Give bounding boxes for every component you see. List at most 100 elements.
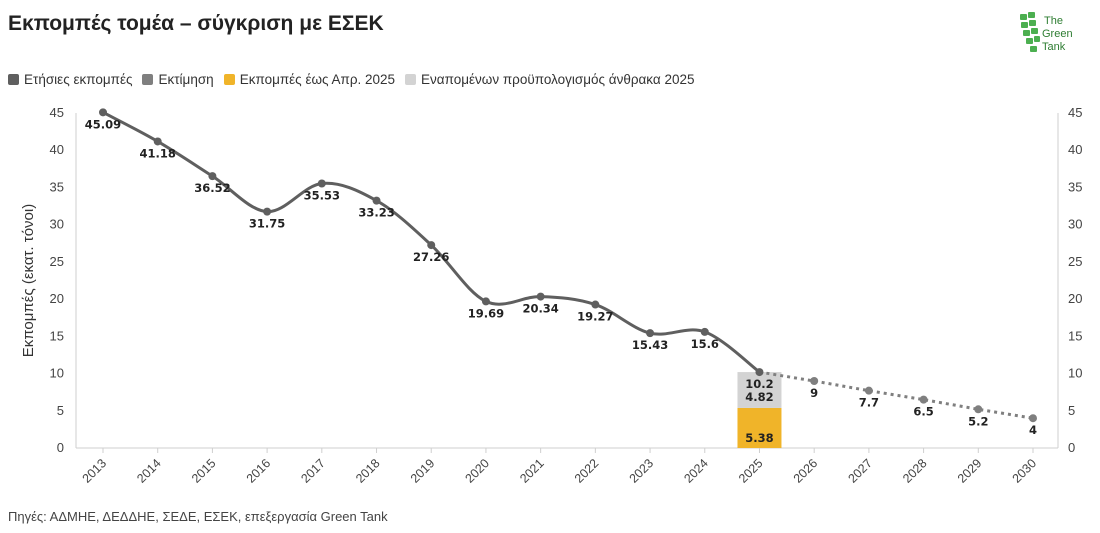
- series-line-estimate: [759, 370, 1034, 420]
- data-label: 6.5: [913, 405, 933, 419]
- data-point-annual: [481, 297, 490, 306]
- data-point-estimate: [1029, 414, 1037, 423]
- legend-item-remaining-budget[interactable]: Εναπομένων προϋπολογισμός άνθρακα 2025: [405, 72, 694, 87]
- data-label: 4: [1029, 423, 1037, 437]
- x-tick-label: 2015: [189, 456, 219, 486]
- data-label: 31.75: [249, 217, 285, 231]
- data-label: 15.6: [691, 337, 719, 351]
- y-tick-label-left: 0: [57, 440, 64, 455]
- data-point-estimate: [974, 405, 983, 414]
- data-label: 45.09: [85, 117, 121, 131]
- x-tick-label: 2017: [298, 456, 328, 486]
- data-label: 10.2: [745, 377, 773, 391]
- legend: Ετήσιες εκπομπές Εκτίμηση Εκπομπές έως Α…: [8, 72, 694, 87]
- legend-item-estimate[interactable]: Εκτίμηση: [142, 72, 214, 87]
- y-tick-label-left: 15: [50, 328, 64, 343]
- source-note: Πηγές: ΑΔΜΗΕ, ΔΕΔΔΗΕ, ΣΕΔΕ, ΕΣΕΚ, επεξερ…: [8, 509, 388, 524]
- y-tick-label-right: 30: [1068, 217, 1082, 232]
- data-point-annual: [536, 292, 545, 301]
- data-point-annual: [700, 327, 709, 336]
- x-tick-label: 2030: [1010, 456, 1040, 486]
- logo-text-3: Tank: [1042, 41, 1066, 53]
- data-point-annual: [99, 108, 107, 117]
- data-point-annual: [208, 172, 217, 181]
- legend-swatch: [405, 74, 417, 85]
- data-label: 7.7: [859, 396, 879, 410]
- data-point-annual: [263, 207, 272, 216]
- x-tick-label: 2024: [681, 456, 711, 486]
- y-tick-label-right: 35: [1068, 179, 1082, 194]
- y-tick-label-left: 35: [50, 179, 64, 194]
- data-label: 27.26: [413, 250, 449, 264]
- y-tick-label-left: 30: [50, 217, 64, 232]
- data-label: 35.53: [304, 188, 340, 202]
- legend-swatch: [142, 74, 154, 85]
- bar-label-remaining: 4.82: [745, 390, 773, 404]
- data-label: 5.2: [968, 414, 988, 428]
- y-tick-label-right: 45: [1068, 105, 1082, 120]
- data-label: 19.27: [577, 310, 613, 324]
- y-tick-label-right: 15: [1068, 328, 1082, 343]
- y-tick-label-right: 20: [1068, 291, 1082, 306]
- leaf-icon: The Green Tank: [1020, 12, 1073, 53]
- legend-item-annual[interactable]: Ετήσιες εκπομπές: [8, 72, 132, 87]
- y-tick-label-right: 10: [1068, 366, 1082, 381]
- x-tick-label: 2018: [353, 456, 383, 486]
- logo-text-1: The: [1044, 15, 1063, 27]
- data-point-annual: [317, 179, 326, 188]
- y-axis-title: Εκπομπές (εκατ. τόνοι): [20, 204, 37, 357]
- x-tick-label: 2023: [627, 456, 657, 486]
- data-label: 41.18: [140, 146, 176, 160]
- y-tick-label-left: 40: [50, 142, 64, 157]
- x-tick-label: 2022: [572, 456, 602, 486]
- data-label: 9: [810, 386, 818, 400]
- data-label: 36.52: [194, 181, 230, 195]
- data-label: 15.43: [632, 338, 668, 352]
- logo-text-2: Green: [1042, 28, 1073, 40]
- chart-title: Εκπομπές τομέα – σύγκριση με ΕΣΕΚ: [8, 12, 384, 35]
- x-tick-label: 2014: [134, 456, 164, 486]
- legend-item-emissions-apr[interactable]: Εκπομπές έως Απρ. 2025: [223, 72, 396, 87]
- x-tick-label: 2016: [244, 456, 274, 486]
- x-tick-label: 2021: [517, 456, 547, 486]
- x-tick-label: 2013: [80, 456, 110, 486]
- data-point-annual: [755, 368, 764, 377]
- data-label: 19.69: [468, 306, 504, 320]
- data-point-annual: [427, 241, 436, 250]
- legend-label: Εκτίμηση: [158, 72, 214, 87]
- legend-label: Ετήσιες εκπομπές: [24, 72, 133, 87]
- y-tick-label-right: 40: [1068, 142, 1082, 157]
- y-tick-label-left: 20: [50, 291, 64, 306]
- x-tick-label: 2027: [845, 456, 875, 486]
- legend-label: Εκπομπές έως Απρ. 2025: [239, 72, 396, 87]
- legend-swatch: [8, 74, 19, 85]
- x-tick-label: 2020: [462, 456, 492, 486]
- data-label: 20.34: [522, 302, 558, 316]
- bar-label-emissions: 5.38: [745, 431, 773, 445]
- data-label: 33.23: [358, 206, 394, 220]
- legend-label: Εναπομένων προϋπολογισμός άνθρακα 2025: [421, 72, 695, 87]
- y-tick-label-right: 5: [1068, 403, 1075, 418]
- data-point-annual: [591, 300, 600, 309]
- y-tick-label-left: 45: [50, 105, 64, 120]
- y-tick-label-left: 25: [50, 254, 64, 269]
- x-tick-label: 2019: [408, 456, 438, 486]
- data-point-estimate: [864, 386, 873, 395]
- data-point-estimate: [919, 395, 928, 404]
- data-point-estimate: [810, 377, 819, 385]
- data-point-annual: [153, 137, 162, 146]
- legend-swatch: [223, 74, 235, 85]
- y-tick-label-right: 0: [1068, 440, 1075, 455]
- x-tick-label: 2025: [736, 456, 766, 486]
- x-tick-label: 2028: [900, 456, 930, 486]
- data-point-annual: [646, 329, 655, 338]
- data-point-annual: [372, 196, 381, 205]
- green-tank-logo: The Green Tank: [1018, 10, 1088, 58]
- y-tick-label-left: 10: [50, 366, 64, 381]
- x-tick-label: 2029: [955, 456, 985, 486]
- bar-segment-remaining: [737, 372, 782, 408]
- y-tick-label-right: 25: [1068, 254, 1082, 269]
- x-tick-label: 2026: [791, 456, 821, 486]
- y-tick-label-left: 5: [57, 403, 64, 418]
